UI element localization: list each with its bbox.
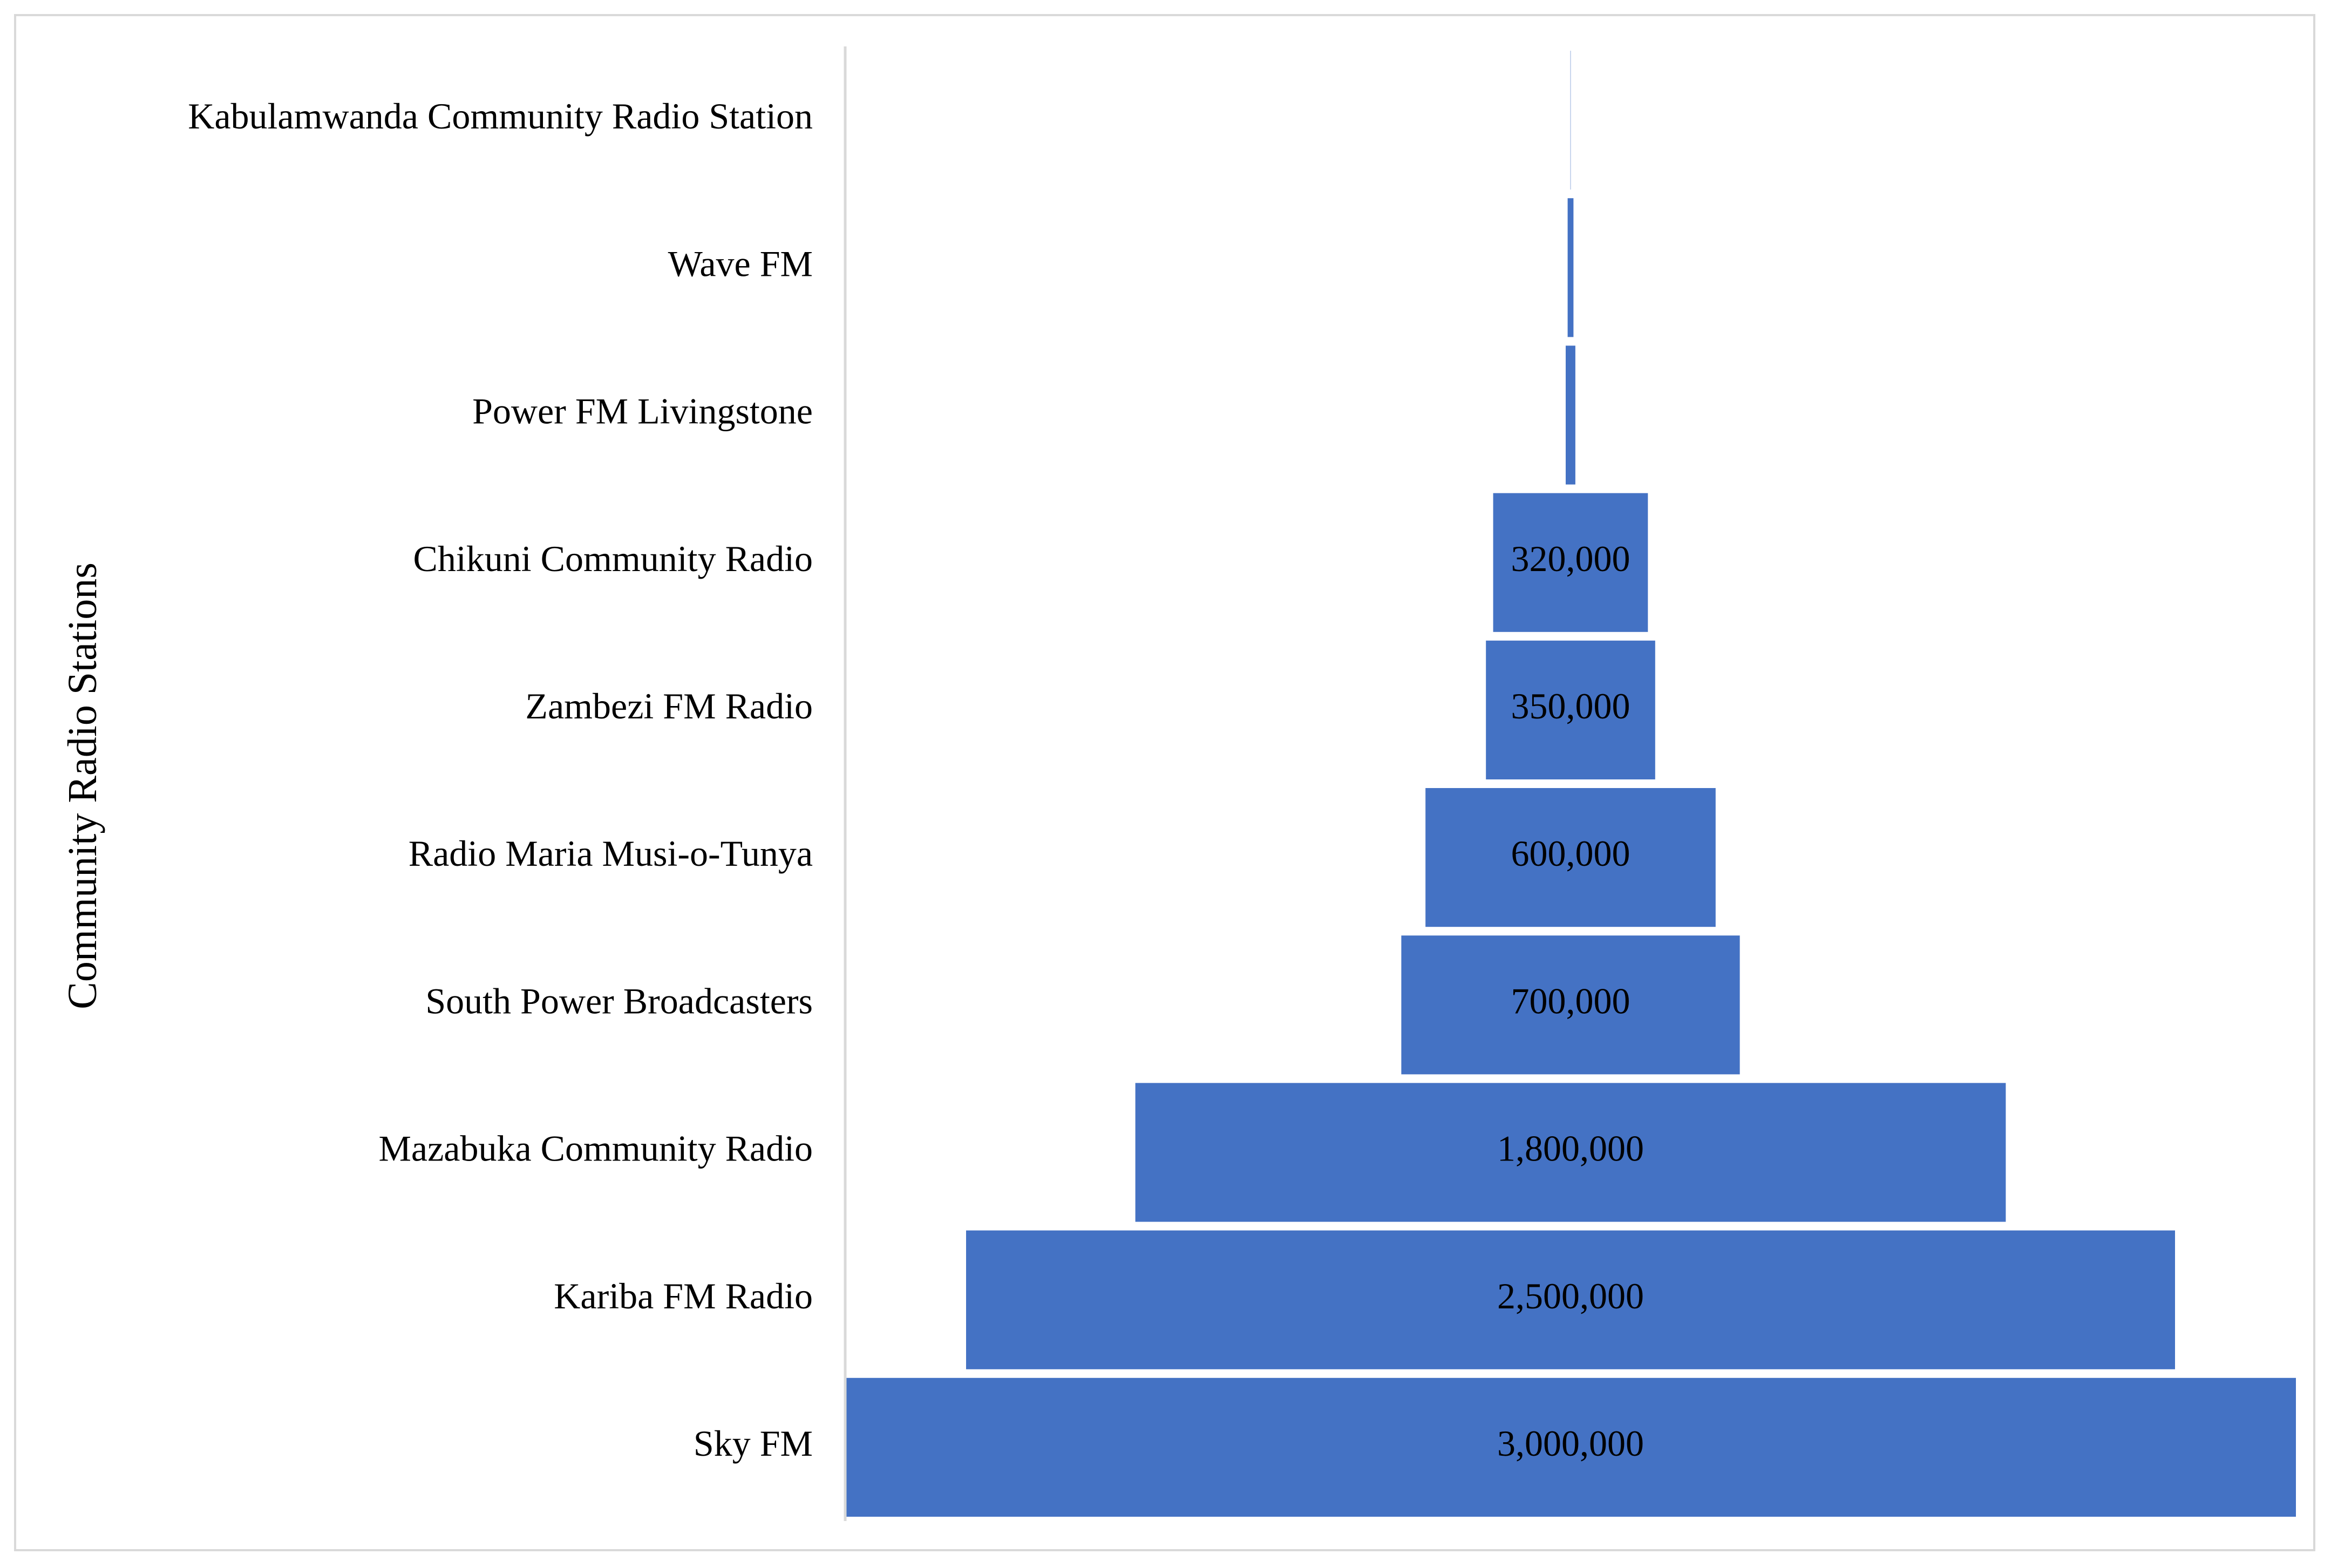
- value-labels: 320,000 350,000 600,000 700,000 1,800,000 2,5…: [1497, 538, 1644, 1464]
- funnel-bar: [966, 1230, 2175, 1369]
- bars-layer: [845, 51, 2296, 1517]
- category-label: Power FM Livingstone: [472, 391, 813, 432]
- category-label: Chikuni Community Radio: [413, 538, 813, 579]
- data-label: 2,500,000: [1497, 1275, 1644, 1316]
- funnel-bar: [1135, 1083, 2006, 1222]
- data-label: 3,000,000: [1497, 1423, 1644, 1464]
- category-label: Mazabuka Community Radio: [378, 1128, 813, 1169]
- category-label: Sky FM: [694, 1423, 813, 1464]
- category-label: Wave FM: [668, 243, 813, 284]
- category-labels: Kabulamwanda Community Radio Station Wave…: [188, 96, 813, 1464]
- funnel-bar: [1401, 935, 1740, 1075]
- data-label: 700,000: [1511, 980, 1630, 1021]
- funnel-bar: [1567, 198, 1574, 337]
- data-label: 350,000: [1511, 685, 1630, 727]
- data-label: 1,800,000: [1497, 1128, 1644, 1169]
- funnel-chart: Kabulamwanda Community Radio Station Wave…: [60, 46, 2296, 1521]
- category-label: Radio Maria Musi-o-Tunya: [409, 833, 813, 874]
- category-label: Zambezi FM Radio: [525, 685, 813, 727]
- y-axis-title: Community Radio Stations: [60, 562, 105, 1009]
- funnel-bar: [1425, 788, 1716, 927]
- category-label: Kariba FM Radio: [554, 1275, 813, 1316]
- funnel-bar: [1486, 640, 1655, 779]
- category-label: Kabulamwanda Community Radio Station: [188, 96, 813, 137]
- category-label: South Power Broadcasters: [425, 980, 813, 1021]
- funnel-bar: [1493, 493, 1648, 632]
- funnel-bar: [1570, 51, 1571, 190]
- data-label: 600,000: [1511, 833, 1630, 874]
- funnel-bar: [845, 1377, 2296, 1517]
- chart-frame: Kabulamwanda Community Radio Station Wave…: [14, 14, 2315, 1551]
- data-label: 320,000: [1511, 538, 1630, 579]
- funnel-bar: [1566, 345, 1575, 485]
